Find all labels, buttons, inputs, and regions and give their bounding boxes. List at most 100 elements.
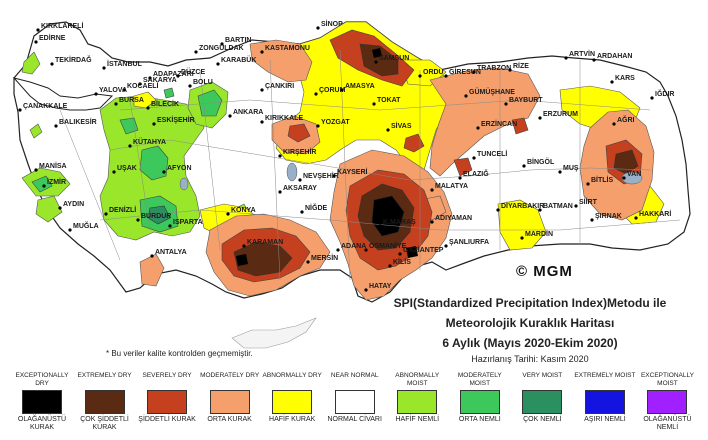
city-marker bbox=[102, 66, 106, 70]
city-label: KARAMAN bbox=[247, 239, 283, 246]
city-label: AMASYA bbox=[345, 83, 375, 90]
city-marker bbox=[336, 248, 340, 252]
city-marker bbox=[458, 176, 462, 180]
city-marker bbox=[332, 174, 336, 178]
city-marker bbox=[168, 224, 172, 228]
legend-label-en: EXCEPTIONALLY DRY bbox=[15, 372, 69, 387]
city-label: ARTVİN bbox=[569, 50, 595, 58]
city-marker bbox=[520, 236, 524, 240]
legend-label-en: NEAR NORMAL bbox=[330, 372, 379, 379]
city-label: KİLİS bbox=[393, 258, 411, 266]
city-label: BİLECİK bbox=[151, 100, 179, 108]
city-marker bbox=[418, 74, 422, 78]
city-label: AĞRI bbox=[617, 115, 635, 124]
legend-label-en: ABNORMALLY DRY bbox=[262, 372, 322, 379]
city-label: BOLU bbox=[193, 79, 213, 86]
city-marker bbox=[298, 178, 302, 182]
city-label: MERSİN bbox=[311, 254, 338, 262]
city-marker bbox=[610, 80, 614, 84]
city-label: HATAY bbox=[369, 283, 392, 290]
legend-item: EXCEPTIONALLY MOIST OLAĞANÜSTÜ NEMLİ bbox=[635, 372, 699, 432]
legend-item: VERY MOIST ÇOK NEMLİ bbox=[510, 372, 574, 424]
city-label: BİTLİS bbox=[591, 176, 613, 184]
city-marker bbox=[472, 70, 476, 74]
city-label: ŞANLIURFA bbox=[449, 239, 489, 246]
city-marker bbox=[112, 170, 116, 174]
legend-label-en: MODERATELY DRY bbox=[200, 372, 260, 379]
city-label: UŞAK bbox=[117, 165, 137, 172]
city-marker bbox=[444, 244, 448, 248]
city-label: KASTAMONU bbox=[265, 45, 310, 52]
prepared-date: Hazırlanış Tarihi: Kasım 2020 bbox=[471, 354, 589, 364]
legend-item: EXCEPTIONALLY DRY OLAĞANÜSTÜ KURAK bbox=[10, 372, 74, 432]
city-marker bbox=[260, 50, 264, 54]
city-label: DİYARBAKIR bbox=[501, 202, 544, 210]
legend-label-en: EXCEPTIONALLY MOIST bbox=[640, 372, 694, 387]
city-label: EDİRNE bbox=[39, 34, 66, 42]
legend-swatch bbox=[584, 390, 625, 414]
city-label: ZONGULDAK bbox=[199, 45, 244, 52]
city-label: ELAZIĞ bbox=[463, 169, 489, 178]
city-label: YOZGAT bbox=[321, 119, 350, 126]
city-marker bbox=[374, 60, 378, 64]
city-label: ADAPAZARI bbox=[153, 71, 194, 78]
city-marker bbox=[162, 170, 166, 174]
legend-label-en: SEVERELY DRY bbox=[142, 372, 192, 379]
legend: EXCEPTIONALLY DRY OLAĞANÜSTÜ KURAK EXTREME… bbox=[0, 372, 708, 440]
cyprus-island bbox=[231, 317, 317, 349]
legend-label-en: ABNORMALLY MOIST bbox=[395, 372, 440, 387]
legend-item: EXTREMELY DRY ÇOK ŞİDDETLİ KURAK bbox=[73, 372, 137, 432]
city-label: TOKAT bbox=[377, 97, 401, 104]
city-label: ŞIRNAK bbox=[595, 213, 622, 220]
city-marker bbox=[122, 88, 126, 92]
city-marker bbox=[586, 182, 590, 186]
city-label: ISPARTA bbox=[173, 219, 203, 226]
city-marker bbox=[592, 58, 596, 62]
city-label: ANKARA bbox=[233, 109, 263, 116]
city-label: AFYON bbox=[167, 165, 192, 172]
city-marker bbox=[590, 218, 594, 222]
city-label: TRABZON bbox=[477, 65, 511, 72]
city-label: YALOVA bbox=[99, 87, 127, 94]
legend-label-tr: HAFİF NEMLİ bbox=[395, 416, 440, 423]
legend-swatch bbox=[22, 390, 62, 414]
city-marker bbox=[226, 212, 230, 216]
city-marker bbox=[114, 102, 118, 106]
city-marker bbox=[538, 116, 542, 120]
map-title-line1: SPI(Standardized Precipitation Index)Met… bbox=[393, 296, 667, 310]
city-marker bbox=[58, 206, 62, 210]
city-label: IĞDIR bbox=[655, 89, 674, 98]
city-label: BARTIN bbox=[225, 37, 251, 44]
city-marker bbox=[216, 62, 220, 66]
legend-item: MODERATELY MOIST ORTA NEMLİ bbox=[448, 372, 512, 424]
city-label: KAYSERİ bbox=[337, 168, 368, 176]
city-label: ADANA bbox=[341, 243, 366, 250]
city-label: SAKARYA bbox=[143, 77, 177, 84]
city-marker bbox=[316, 26, 320, 30]
city-label: ÇANKIRI bbox=[265, 83, 294, 90]
city-marker bbox=[496, 208, 500, 212]
legend-label-tr: ÇOK ŞİDDETLİ KURAK bbox=[80, 416, 129, 431]
city-label: BURSA bbox=[119, 97, 144, 104]
city-marker bbox=[260, 88, 264, 92]
city-label: K.MARAŞ bbox=[383, 219, 416, 226]
map-title-block: SPI(Standardized Precipitation Index)Met… bbox=[360, 296, 700, 364]
city-label: RİZE bbox=[513, 62, 529, 70]
legend-item: EXTREMELY MOIST AŞIRI NEMLİ bbox=[573, 372, 637, 424]
city-marker bbox=[378, 224, 382, 228]
city-marker bbox=[34, 40, 38, 44]
city-label: GİRESUN bbox=[449, 68, 481, 76]
city-label: MALATYA bbox=[435, 183, 468, 190]
city-marker bbox=[242, 244, 246, 248]
city-label: SİNOP bbox=[321, 20, 343, 28]
city-label: BATMAN bbox=[543, 203, 573, 210]
legend-swatch bbox=[647, 390, 688, 414]
legend-label-tr: ÇOK NEMLİ bbox=[523, 416, 562, 423]
city-label: KONYA bbox=[231, 207, 256, 214]
legend-swatch bbox=[522, 390, 563, 414]
legend-item: MODERATELY DRY ORTA KURAK bbox=[198, 372, 262, 424]
legend-swatch bbox=[334, 390, 375, 414]
city-marker bbox=[146, 106, 150, 110]
city-label: GÜMÜŞHANE bbox=[469, 87, 515, 96]
city-marker bbox=[194, 50, 198, 54]
